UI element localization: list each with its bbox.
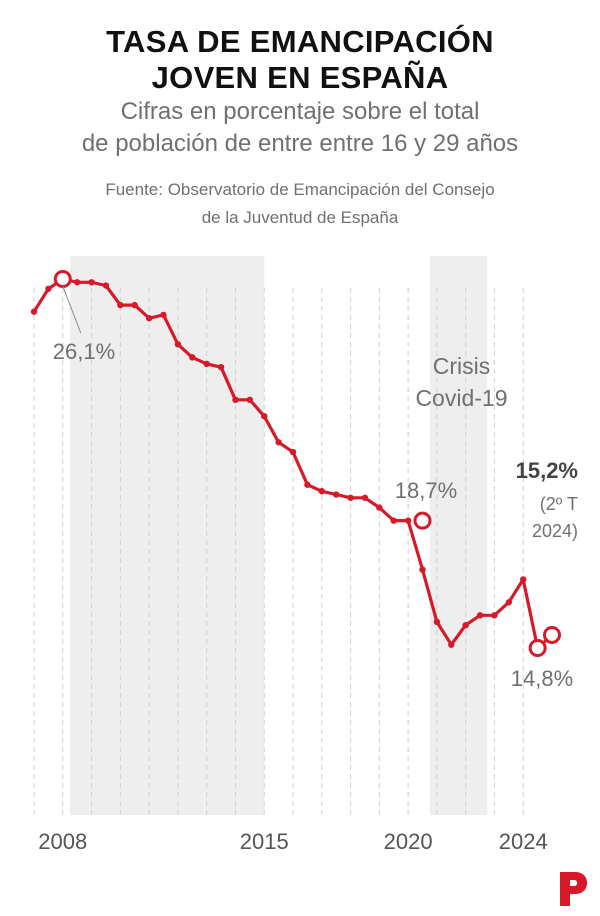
data-point-2014 xyxy=(232,396,239,404)
data-point-2007 xyxy=(30,308,38,315)
data-point-2023.5 xyxy=(505,599,513,606)
annotation-label-3: 14,8% xyxy=(511,666,573,691)
shaded-label-line-2: Covid-19 xyxy=(415,385,507,411)
data-point-2009.5 xyxy=(102,282,110,289)
data-point-2021.5 xyxy=(448,641,455,648)
data-point-2018 xyxy=(347,494,354,501)
gridlines xyxy=(33,288,524,815)
data-point-2010 xyxy=(117,301,124,309)
highlight-marker-1 xyxy=(53,270,72,288)
data-point-2024 xyxy=(520,576,527,583)
x-tick-label-2008: 2008 xyxy=(38,829,87,854)
data-point-2016.5 xyxy=(304,481,311,488)
subtitle-line-1: Cifras en porcentaje sobre el total xyxy=(120,98,480,125)
data-point-2011.5 xyxy=(160,311,167,319)
data-point-2017.5 xyxy=(332,491,340,498)
data-point-2014.5 xyxy=(246,396,254,404)
data-points xyxy=(30,270,561,657)
data-point-2012.5 xyxy=(189,354,196,361)
data-point-2011 xyxy=(145,314,153,322)
data-point-2010.5 xyxy=(131,301,138,309)
data-point-2023 xyxy=(491,612,498,619)
source-line-2: de la Juventud de España xyxy=(201,208,399,227)
highlight-marker-3 xyxy=(528,639,547,657)
chart-source: Fuente: Observatorio de Emancipación del… xyxy=(0,176,600,232)
data-point-2019.5 xyxy=(390,517,397,524)
data-point-2012 xyxy=(174,341,182,348)
title-line-1: TASA DE EMANCIPACIÓN xyxy=(106,24,494,59)
data-point-2013 xyxy=(203,360,210,368)
shaded-period-1 xyxy=(69,256,265,815)
data-point-2022.5 xyxy=(476,612,484,619)
subtitle-line-2: de población de entre entre 16 y 29 años xyxy=(81,130,519,157)
data-point-2015.5 xyxy=(275,439,282,446)
data-point-2007.5 xyxy=(45,285,52,292)
x-tick-label-2020: 2020 xyxy=(384,829,433,854)
labels: 2008 2015 2020 2024 26,1% 18,7% 14,8% 15,2% (2º … xyxy=(38,285,578,854)
x-tick-label-2015: 2015 xyxy=(240,829,289,854)
data-point-2019 xyxy=(376,504,383,511)
data-point-2009 xyxy=(88,279,95,286)
annotation-label-2: 18,7% xyxy=(395,478,457,503)
annotation-leader-line xyxy=(62,285,82,334)
data-point-2016 xyxy=(289,448,297,456)
x-tick-label-2024: 2024 xyxy=(499,829,548,854)
data-point-2008.5 xyxy=(73,279,81,286)
data-point-2013.5 xyxy=(217,363,225,371)
data-point-2020 xyxy=(404,517,412,524)
annotation-label-1: 26,1% xyxy=(53,339,115,364)
data-point-2017 xyxy=(318,488,325,495)
highlight-marker-2 xyxy=(413,511,432,530)
shaded-periods xyxy=(69,256,488,815)
title-line-2: JOVEN EN ESPAÑA xyxy=(151,60,449,95)
shaded-period-2 xyxy=(429,256,488,815)
shaded-label-line-1: Crisis xyxy=(433,353,491,379)
publico-p-logo-icon xyxy=(560,872,587,906)
annotation-note-line-1: (2º T xyxy=(540,494,578,514)
data-point-2015 xyxy=(261,412,268,420)
data-point-2018.5 xyxy=(361,494,369,501)
data-point-2020.5 xyxy=(419,566,426,573)
annotation-note-line-2: 2024) xyxy=(532,521,578,541)
data-point-2021 xyxy=(433,618,441,626)
chart-subtitle: Cifras en porcentaje sobre el total de p… xyxy=(0,96,600,160)
source-line-1: Fuente: Observatorio de Emancipación del… xyxy=(105,180,495,199)
chart-title: TASA DE EMANCIPACIÓN JOVEN EN ESPAÑA xyxy=(0,24,600,96)
data-point-2022 xyxy=(462,621,469,629)
annotation-label-4: 15,2% xyxy=(516,458,578,483)
highlight-marker-4 xyxy=(543,625,561,644)
series-polyline xyxy=(32,277,540,650)
